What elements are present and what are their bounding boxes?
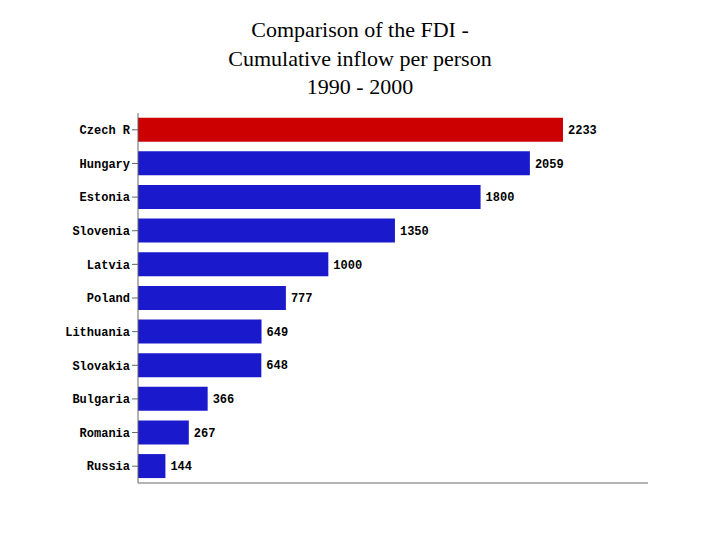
svg-text:Bulgaria: Bulgaria <box>72 393 130 407</box>
svg-text:Poland: Poland <box>87 292 130 306</box>
svg-text:267: 267 <box>194 426 216 440</box>
svg-text:Czech R: Czech R <box>80 124 131 138</box>
svg-text:649: 649 <box>267 326 289 340</box>
svg-text:144: 144 <box>170 460 192 474</box>
svg-text:Slovenia: Slovenia <box>72 225 130 239</box>
svg-text:2233: 2233 <box>568 124 597 138</box>
svg-text:2059: 2059 <box>535 157 564 171</box>
svg-text:Slovakia: Slovakia <box>72 359 130 373</box>
svg-text:777: 777 <box>291 292 313 306</box>
svg-text:1800: 1800 <box>486 191 515 205</box>
svg-text:Romania: Romania <box>80 427 130 441</box>
svg-text:Latvia: Latvia <box>87 258 130 272</box>
svg-text:Russia: Russia <box>87 460 130 474</box>
html-text:1990 - 2000: 1990 - 2000 <box>306 74 414 100</box>
html-text:Comparison of the FDI -: Comparison of the FDI - <box>251 17 469 42</box>
svg-text:648: 648 <box>266 359 288 373</box>
html-text:Cumulative inflow per person: Cumulative inflow per person <box>228 45 492 71</box>
svg-text:Lithuania: Lithuania <box>65 326 130 340</box>
svg-text:1350: 1350 <box>400 225 429 239</box>
svg-text:Hungary: Hungary <box>80 157 130 171</box>
svg-text:Estonia: Estonia <box>80 191 130 205</box>
svg-text:1000: 1000 <box>333 258 362 272</box>
svg-text:366: 366 <box>213 393 235 407</box>
